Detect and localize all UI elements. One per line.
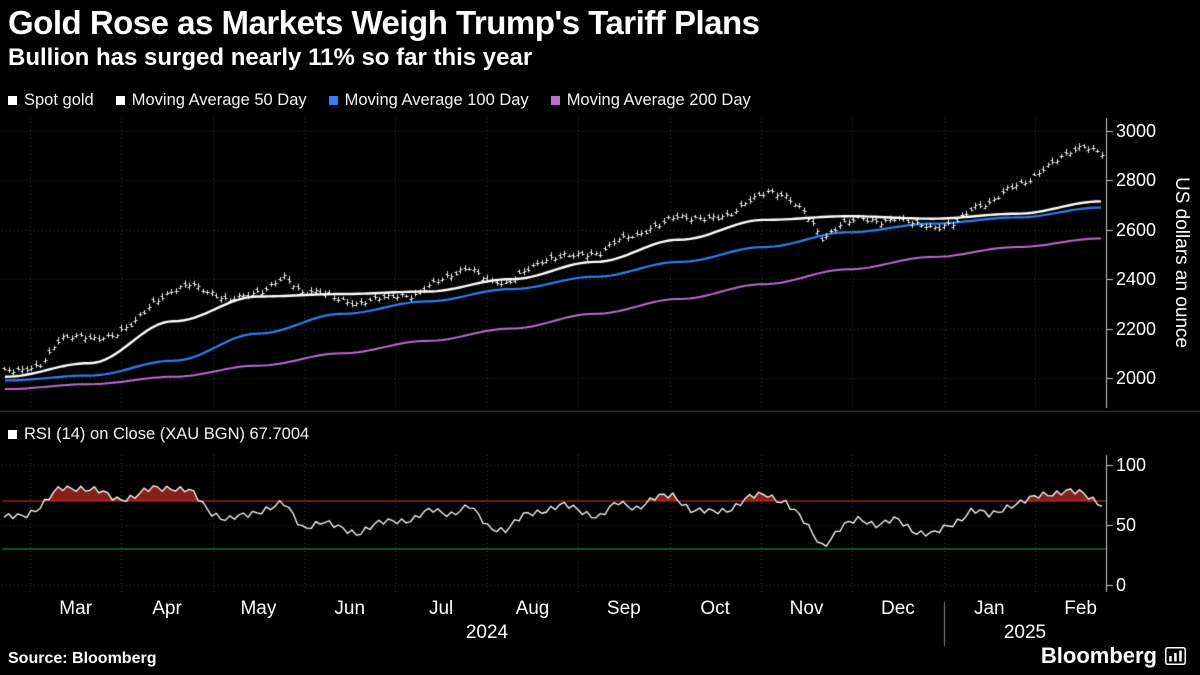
month-label: Oct — [700, 598, 730, 619]
legend-swatch-icon — [8, 96, 17, 105]
legend-label: Moving Average 200 Day — [566, 91, 751, 109]
rsi-tick-label: 100 — [1116, 455, 1147, 475]
legend-label: Spot gold — [24, 91, 94, 109]
price-tick-label: 2600 — [1116, 219, 1157, 240]
rsi-legend: RSI (14) on Close (XAU BGN) 67.7004 — [8, 425, 331, 444]
price-axis-title: US dollars an ounce — [1171, 177, 1192, 349]
legend-swatch-icon — [115, 96, 125, 105]
bloomberg-logo: Bloomberg — [1041, 643, 1186, 669]
month-label: May — [240, 598, 277, 619]
month-label: Jan — [973, 598, 1005, 619]
month-label: Feb — [1064, 598, 1097, 619]
month-label: Sep — [606, 598, 641, 619]
price-legend: Spot gold Moving Average 50 Day Moving Ave… — [8, 91, 773, 110]
month-label: Nov — [789, 598, 824, 619]
price-tick-label: 3000 — [1116, 121, 1157, 141]
legend-item: RSI (14) on Close (XAU BGN) 67.7004 — [8, 425, 309, 444]
price-tick-label: 2400 — [1116, 269, 1157, 290]
legend-swatch-icon — [550, 96, 560, 105]
month-label: Mar — [59, 598, 93, 619]
legend-item: Spot gold — [8, 91, 94, 110]
price-tick-label: 2000 — [1116, 368, 1157, 388]
legend-item: Moving Average 200 Day — [550, 91, 751, 110]
chart-title: Gold Rose as Markets Weigh Trump's Tarif… — [8, 4, 760, 41]
month-label: Dec — [881, 598, 915, 619]
legend-label: RSI (14) on Close (XAU BGN) 67.7004 — [24, 425, 310, 443]
chart-subtitle: Bullion has surged nearly 11% so far thi… — [8, 44, 533, 71]
month-label: Jul — [428, 598, 454, 619]
bloomberg-chart-icon — [1165, 647, 1186, 665]
legend-label: Moving Average 100 Day — [344, 91, 529, 109]
rsi-tick-label: 0 — [1116, 575, 1127, 595]
price-tick-label: 2800 — [1116, 170, 1157, 191]
year-label-2024: 2024 — [465, 622, 509, 643]
legend-item: Moving Average 100 Day — [328, 91, 529, 110]
month-label: Aug — [515, 598, 550, 619]
month-label: Jun — [334, 598, 366, 619]
legend-swatch-icon — [328, 96, 338, 105]
legend-item: Moving Average 50 Day — [115, 91, 307, 110]
price-tick-label: 2200 — [1116, 318, 1157, 339]
year-label-2025: 2025 — [1003, 622, 1047, 643]
rsi-tick-label: 50 — [1116, 515, 1137, 535]
month-label: Apr — [152, 598, 182, 619]
legend-swatch-icon — [8, 430, 17, 439]
legend-label: Moving Average 50 Day — [131, 91, 307, 109]
source-label: Source: Bloomberg — [8, 650, 157, 667]
bloomberg-wordmark: Bloomberg — [1040, 643, 1157, 668]
